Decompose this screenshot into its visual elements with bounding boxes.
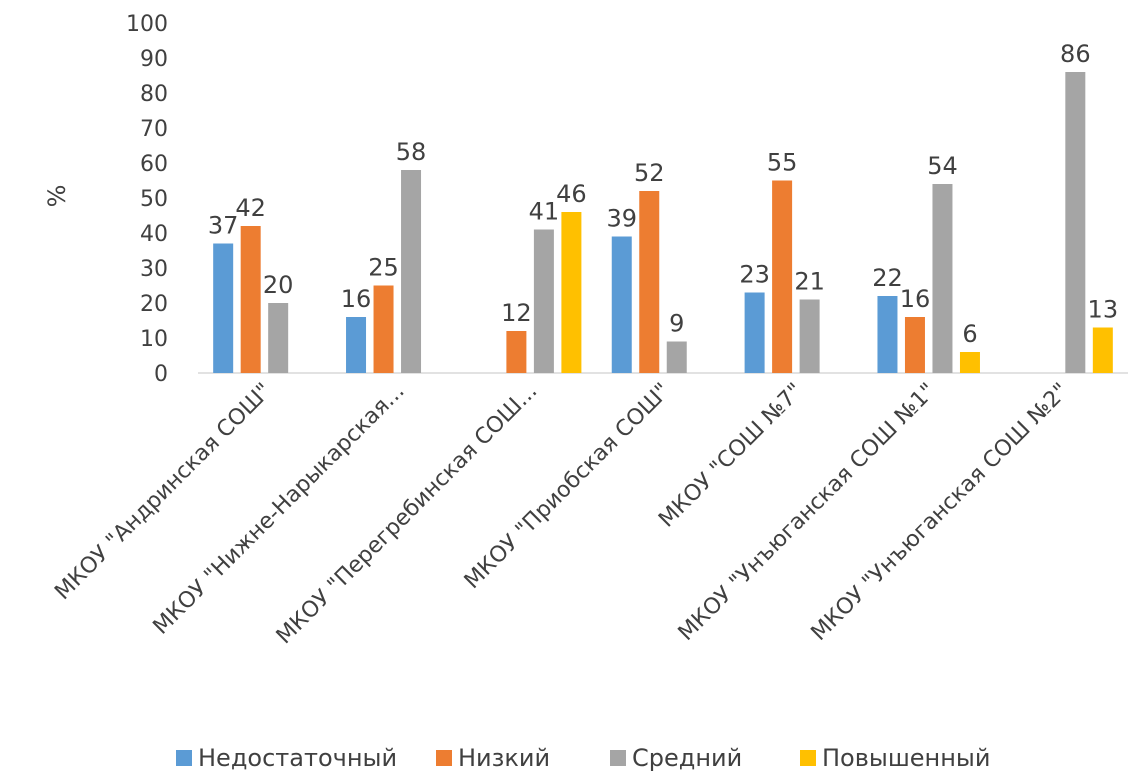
x-tick-label: МКОУ "Нижне-Нарыкарская...: [149, 379, 410, 640]
y-tick-label: 50: [140, 187, 168, 212]
data-label: 20: [263, 271, 294, 299]
y-tick-label: 0: [154, 362, 168, 387]
y-tick-label: 10: [140, 327, 168, 352]
x-axis-category-labels: МКОУ "Андринская СОШ"МКОУ "Нижне-Нарыкар…: [50, 379, 1074, 650]
bar: [373, 285, 394, 373]
data-label: 23: [739, 261, 770, 289]
x-tick-label: МКОУ "Перегребинская СОШ...: [272, 379, 543, 650]
bar: [772, 180, 793, 373]
legend-label: Средний: [632, 744, 742, 772]
bar: [904, 317, 925, 373]
bar: [533, 229, 554, 373]
data-label: 54: [927, 152, 958, 180]
y-tick-label: 90: [140, 47, 168, 72]
data-label: 42: [235, 194, 266, 222]
bar: [744, 292, 765, 373]
bar: [1065, 72, 1086, 373]
bar: [346, 317, 367, 373]
x-tick-label: МКОУ "Андринская СОШ": [50, 379, 276, 605]
data-label: 12: [501, 299, 532, 327]
x-tick-label: МКОУ "Унъюганская СОШ №2": [807, 379, 1074, 646]
data-label: 22: [872, 264, 903, 292]
data-label: 37: [208, 212, 239, 240]
data-label: 52: [634, 159, 665, 187]
bar: [561, 212, 582, 373]
data-label: 16: [900, 285, 931, 313]
y-axis: 0 10 20 30 40 50 60 70 80 90 100: [126, 12, 168, 387]
bars: [213, 72, 1113, 373]
y-tick-label: 100: [126, 12, 168, 37]
data-label: 16: [341, 285, 372, 313]
legend-swatch: [800, 750, 816, 766]
y-tick-label: 20: [140, 292, 168, 317]
bar: [506, 331, 527, 373]
bar: [959, 352, 980, 373]
y-tick-label: 80: [140, 82, 168, 107]
bar: [240, 226, 261, 373]
y-tick-label: 60: [140, 152, 168, 177]
data-label: 55: [767, 149, 798, 177]
legend-label: Недостаточный: [198, 744, 397, 772]
bar: [611, 236, 632, 373]
data-label: 58: [396, 138, 427, 166]
legend-label: Низкий: [458, 744, 550, 772]
data-label: 13: [1088, 296, 1119, 324]
bar: [932, 184, 953, 373]
y-axis-title: %: [43, 185, 71, 208]
y-tick-label: 70: [140, 117, 168, 142]
bar: [268, 303, 289, 373]
x-tick-label: МКОУ "СОШ №7": [654, 379, 808, 533]
legend-swatch: [436, 750, 452, 766]
data-label: 6: [962, 320, 977, 348]
data-label: 9: [669, 310, 684, 338]
bar: [213, 243, 234, 373]
data-label: 25: [368, 254, 399, 282]
legend-label: Повышенный: [822, 744, 990, 772]
bar: [666, 341, 687, 373]
data-label: 21: [794, 268, 825, 296]
legend-swatch: [610, 750, 626, 766]
legend: Недостаточный Низкий Средний Повышенный: [176, 744, 990, 772]
x-tick-label: МКОУ "Унъюганская СОШ №1": [674, 379, 941, 646]
data-label: 86: [1060, 40, 1091, 68]
data-label: 46: [556, 180, 587, 208]
y-tick-label: 30: [140, 257, 168, 282]
data-label: 41: [529, 198, 560, 226]
bar: [877, 296, 898, 373]
bar: [1092, 327, 1113, 373]
legend-swatch: [176, 750, 192, 766]
bar: [401, 170, 422, 373]
y-tick-label: 40: [140, 222, 168, 247]
data-label: 39: [606, 205, 637, 233]
bar: [639, 191, 660, 373]
bar: [799, 299, 820, 373]
